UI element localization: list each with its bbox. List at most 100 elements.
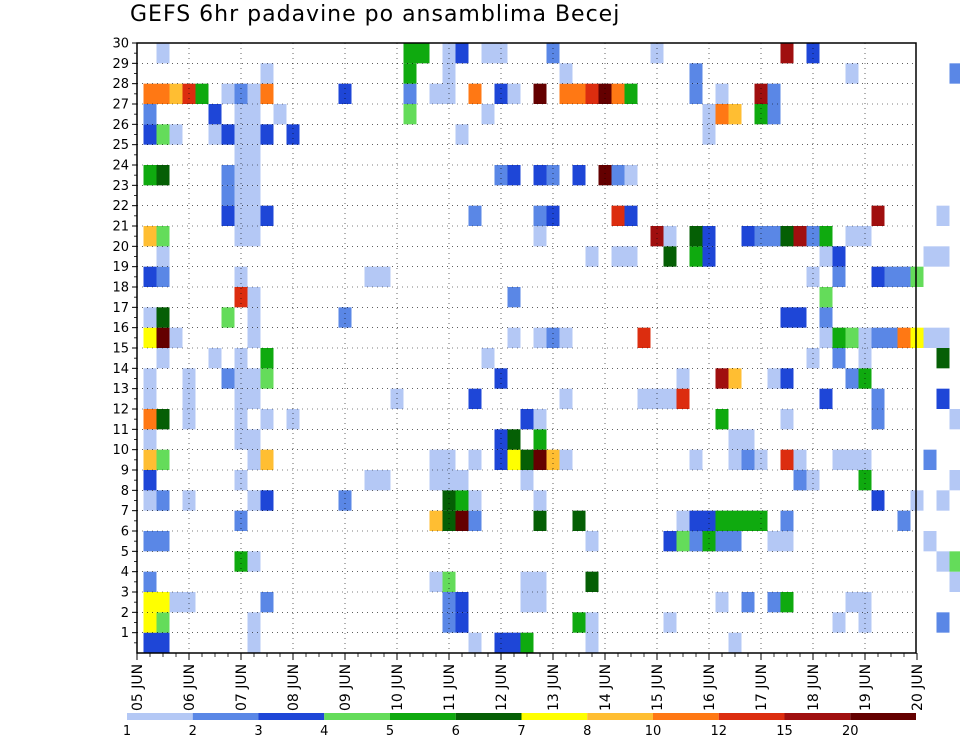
heatmap-cell [767,531,781,552]
heatmap-cell [858,592,872,613]
heatmap-cell [793,449,807,470]
heatmap-cell [156,226,170,247]
heatmap-cell [624,83,638,104]
heatmap-cell [247,490,261,511]
heatmap-cell [728,449,742,470]
y-tick-label: 28 [112,77,129,92]
y-tick-label: 22 [112,199,129,214]
heatmap-cell [871,327,885,348]
colorbar-segment [850,713,916,720]
heatmap-cell [156,612,170,633]
y-tick-label: 24 [112,159,129,174]
heatmap-cell [234,124,248,145]
heatmap-cell [832,348,846,369]
heatmap-cell [143,429,157,450]
heatmap-cell [949,470,960,491]
heatmap-cell [520,470,534,491]
y-tick-label: 1 [121,626,129,641]
heatmap-cell [143,165,157,186]
heatmap-cell [741,449,755,470]
heatmap-cell [637,327,651,348]
heatmap-cell [767,368,781,389]
heatmap-cell [260,368,274,389]
heatmap-cell [260,449,274,470]
heatmap-cell [507,83,521,104]
heatmap-cell [520,449,534,470]
heatmap-cell [156,165,170,186]
heatmap-cell [819,246,833,267]
heatmap-cell [936,551,950,572]
heatmap-cell [234,409,248,430]
y-tick-label: 4 [121,565,129,580]
heatmap-cell [247,144,261,165]
x-tick-label: 18 JUN [806,664,822,711]
heatmap-cell [247,124,261,145]
colorbar-label: 3 [254,724,262,739]
heatmap-cell [286,124,300,145]
x-tick-label: 07 JUN [234,664,250,711]
heatmap-cell [156,43,170,64]
heatmap-cell [767,592,781,613]
heatmap-cell [416,43,430,64]
heatmap-cell [442,470,456,491]
heatmap-cell [377,470,391,491]
heatmap-cell [273,104,287,125]
heatmap-cell [247,185,261,206]
heatmap-cell [156,124,170,145]
y-tick-label: 11 [112,423,129,438]
y-tick-label: 17 [112,301,129,316]
heatmap-cell [195,83,209,104]
heatmap-cell [884,266,898,287]
colorbar-label: 4 [320,724,328,739]
heatmap-cell [806,266,820,287]
heatmap-cell [845,226,859,247]
heatmap-cell [858,449,872,470]
heatmap-cell [221,307,235,328]
colorbar-segment [127,713,193,720]
heatmap-cell [741,429,755,450]
heatmap-cell [234,185,248,206]
heatmap-cell [442,490,456,511]
x-tick-label: 15 JUN [650,664,666,711]
heatmap-cell [494,429,508,450]
heatmap-cell [143,307,157,328]
heatmap-cell [260,409,274,430]
heatmap-cell [208,348,222,369]
heatmap-cell [234,429,248,450]
heatmap-cell [169,327,183,348]
x-tick-label: 09 JUN [338,664,354,711]
heatmap-cell [559,449,573,470]
x-tick-label: 10 JUN [390,664,406,711]
heatmap-cell [442,510,456,531]
colorbar-label: 12 [710,724,727,739]
heatmap-cell [936,348,950,369]
colorbar-label: 8 [583,724,591,739]
heatmap-cell [364,470,378,491]
heatmap-cell [143,226,157,247]
heatmap-cell [936,327,950,348]
x-tick-label: 11 JUN [442,664,458,711]
heatmap-cell [715,83,729,104]
colorbar-segment [455,713,522,720]
heatmap-cell [767,83,781,104]
heatmap-cell [234,266,248,287]
heatmap-cell [754,226,768,247]
heatmap-cell [689,246,703,267]
heatmap-cell [156,490,170,511]
heatmap-cell [494,632,508,653]
heatmap-cell [793,307,807,328]
colorbar-segment [653,713,719,720]
heatmap-cell [533,226,547,247]
heatmap-cell [754,104,768,125]
heatmap-cell [143,388,157,409]
y-tick-label: 12 [112,403,129,418]
heatmap-cell [234,287,248,308]
heatmap-cell [260,63,274,84]
heatmap-cell [715,409,729,430]
heatmap-cell [520,409,534,430]
heatmap-cell [234,551,248,572]
heatmap-cell [143,490,157,511]
heatmap-cell [455,470,469,491]
heatmap-cell [767,104,781,125]
heatmap-cell [936,490,950,511]
